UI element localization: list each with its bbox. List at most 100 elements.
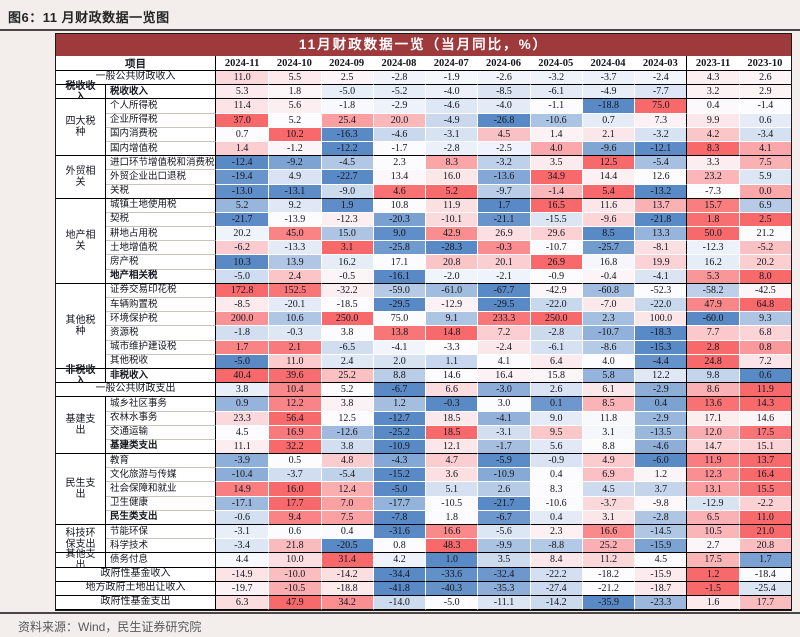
value-cell: -6.0 [634,454,687,469]
value-cell: -2.8 [634,510,687,525]
value-cell: 6.6 [425,383,478,398]
value-cell: 0.4 [529,468,582,483]
value-cell: -0.4 [581,269,635,284]
value-cell: 9.0 [529,411,582,426]
value-cell: 13.9 [268,255,321,270]
value-cell: -33.6 [425,567,478,582]
value-cell: -2.4 [477,340,530,355]
value-cell: 1.8 [686,212,739,228]
value-cell: 26.9 [477,227,530,242]
value-cell: -6.2 [216,241,269,256]
value-cell: 25.4 [320,113,373,128]
value-cell: 34.2 [320,595,373,611]
value-cell: 40.4 [216,368,269,384]
value-cell: 8.8 [372,368,426,384]
value-cell: 14.7 [686,439,739,455]
value-cell: 9.0 [372,227,426,242]
value-cell: -21.7 [477,496,530,511]
value-cell: -12.3 [686,241,739,256]
value-cell: -1.1 [529,99,582,114]
value-cell: -2.4 [634,71,687,86]
value-cell: 2.6 [738,71,791,86]
value-cell: 19.9 [634,255,687,270]
column-header-date: 2024-03 [634,56,687,71]
value-cell: 8.0 [738,269,791,284]
value-cell: -22.0 [529,298,582,313]
value-cell: -5.0 [216,354,269,369]
value-cell: 45.0 [268,227,321,242]
value-cell: -21.7 [216,212,269,228]
row-label: 债务付息 [106,553,216,568]
value-cell: 17.5 [686,553,739,568]
value-cell: 2.5 [738,212,791,228]
value-cell: -4.5 [320,156,373,171]
value-cell: 3.1 [581,425,635,440]
value-cell: -19.7 [216,581,269,596]
value-cell: -32.4 [477,567,530,582]
value-cell: -21.8 [634,212,687,228]
value-cell: -3.0 [477,383,530,398]
value-cell: 10.4 [268,383,321,398]
value-cell: -13.0 [216,184,269,199]
value-cell: 4.1 [477,354,530,369]
value-cell: -0.9 [529,454,582,469]
value-cell: 7.2 [477,326,530,341]
column-header-item: 项目 [56,56,216,71]
value-cell: 4.2 [686,127,739,142]
group-label: 其他税种 [56,283,106,369]
value-cell: -4.3 [372,454,426,469]
value-cell: 9.2 [268,198,321,213]
value-cell: -0.3 [268,326,321,341]
value-cell: -2.9 [634,411,687,426]
value-cell: -6.5 [320,340,373,355]
value-cell: 10.8 [372,198,426,213]
value-cell: 0.7 [581,113,635,128]
value-cell: -12.2 [320,141,373,157]
row-label: 税收收入 [106,85,216,100]
value-cell: 11.8 [581,411,635,426]
row-label: 基建类支出 [106,439,216,455]
row-label: 节能环保 [106,525,216,540]
value-cell: 16.2 [320,255,373,270]
value-cell: 1.4 [529,127,582,142]
value-cell: -5.4 [320,468,373,483]
value-cell: -5.0 [216,269,269,284]
column-header-date: 2024-04 [581,56,635,71]
value-cell: -3.7 [581,71,635,86]
value-cell: 25.2 [320,368,373,384]
value-cell: 13.6 [686,397,739,412]
value-cell: 2.3 [581,312,635,327]
table-grid: 项目 2024-11 2024-10 2024-09 2024-08 2024-07 202… [56,56,791,611]
value-cell: -7.8 [372,510,426,525]
value-cell: -15.9 [634,567,687,582]
value-cell: 0.5 [268,454,321,469]
value-cell: -22.0 [634,298,687,313]
value-cell: 4.9 [581,454,635,469]
value-cell: -12.9 [686,496,739,511]
value-cell: -9.8 [634,496,687,511]
value-cell: -25.7 [581,241,635,256]
value-cell: 20.0 [372,113,426,128]
value-cell: 4.5 [216,425,269,440]
value-cell: -2.9 [634,383,687,398]
value-cell: 7.5 [738,156,791,171]
value-cell: 172.8 [216,283,269,298]
value-cell: 0.4 [634,397,687,412]
value-cell: -0.3 [477,241,530,256]
value-cell: -18.8 [320,581,373,596]
value-cell: 10.0 [268,553,321,568]
value-cell: -2.0 [425,269,478,284]
value-cell: 0.8 [738,340,791,355]
column-header-date: 2024-06 [477,56,530,71]
value-cell: -34.4 [372,567,426,582]
row-label: 土地增值税 [106,241,216,256]
value-cell: -1.8 [216,326,269,341]
value-cell: -11.1 [477,595,530,611]
value-cell: -18.2 [581,567,635,582]
value-cell: -61.0 [425,283,478,298]
value-cell: -3.4 [216,539,269,554]
value-cell: 5.2 [320,383,373,398]
value-cell: 9.8 [686,368,739,384]
value-cell: 16.0 [425,170,478,185]
value-cell: 16.9 [268,425,321,440]
